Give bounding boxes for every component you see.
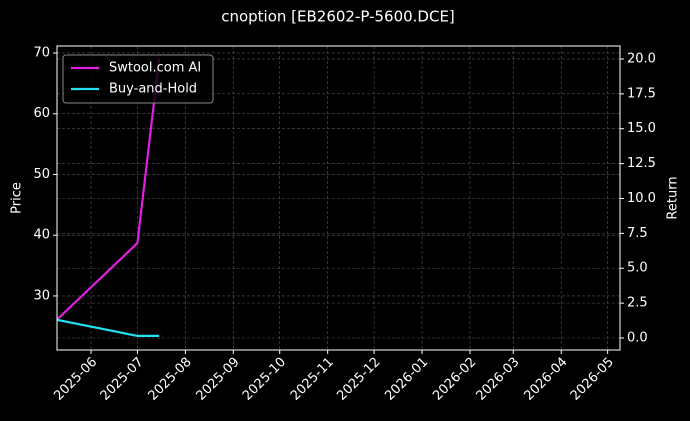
- y2-tick-label: 0.0: [627, 331, 648, 346]
- series-line: [57, 58, 161, 321]
- y2-axis-label: Return: [666, 176, 681, 219]
- legend-label: Swtool.com AI: [109, 61, 201, 76]
- x-tick-label: 2026-04: [522, 355, 571, 404]
- y2-tick-label: 2.5: [627, 296, 648, 311]
- x-tick-label: 2026-02: [430, 355, 479, 404]
- legend-box: [62, 54, 214, 104]
- y2-tick-label: 20.0: [627, 51, 656, 66]
- y2-tick-label: 17.5: [627, 86, 656, 101]
- x-tick-label: 2025-07: [98, 355, 147, 404]
- y2-tick-label: 5.0: [627, 261, 648, 276]
- x-tick-label: 2025-10: [240, 355, 289, 404]
- y2-tick-label: 10.0: [627, 191, 656, 206]
- x-tick-label: 2025-09: [194, 355, 243, 404]
- x-tick-label: 2025-12: [334, 355, 383, 404]
- y2-tick-label: 7.5: [627, 226, 648, 241]
- x-tick-label: 2025-08: [146, 355, 195, 404]
- x-tick-label: 2026-03: [474, 355, 523, 404]
- y2-tick-label: 12.5: [627, 156, 656, 171]
- y-tick-label: 30: [33, 288, 50, 303]
- x-tick-label: 2025-11: [288, 355, 337, 404]
- grid: [57, 46, 620, 350]
- chart-title: cnoption [EB2602-P-5600.DCE]: [221, 8, 455, 26]
- x-tick-label: 2026-05: [568, 355, 617, 404]
- legend: Swtool.com AI Buy-and-Hold: [62, 54, 214, 104]
- series-line: [57, 318, 160, 338]
- x-tick-label: 2025-06: [51, 355, 100, 404]
- y-tick-label: 40: [33, 228, 50, 243]
- y-tick-label: 50: [33, 167, 50, 182]
- legend-label: Buy-and-Hold: [109, 82, 197, 97]
- y-axis-label: Price: [10, 182, 25, 214]
- x-tick-label: 2026-01: [382, 355, 431, 404]
- y2-tick-label: 15.0: [627, 121, 656, 136]
- y-tick-label: 60: [33, 106, 50, 121]
- y-tick-label: 70: [33, 45, 50, 60]
- plot: [57, 58, 161, 338]
